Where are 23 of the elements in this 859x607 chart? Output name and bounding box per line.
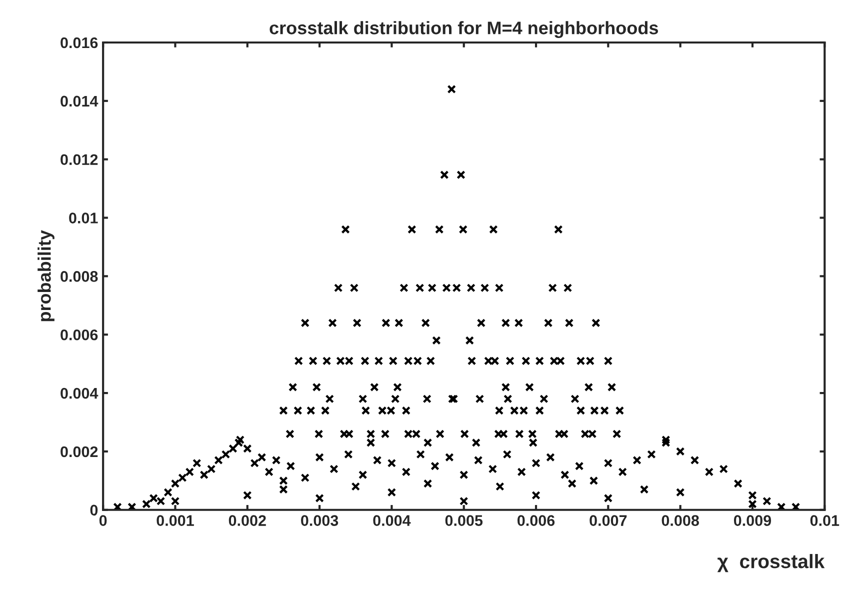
x-tick-label: 0.003 [301, 515, 338, 526]
y-axis-title: probability [38, 230, 54, 322]
x-tick-label: 0.008 [662, 515, 699, 526]
y-tick-label: 0.016 [60, 37, 98, 48]
chart-title: crosstalk distribution for M=4 neighborhoods [270, 21, 658, 38]
y-tick-label: 0.008 [60, 271, 98, 282]
x-tick-label: 0.001 [156, 515, 194, 526]
x-tick-label: 0.007 [590, 515, 627, 526]
x-tick-label: 0 [99, 515, 107, 526]
x-tick-label: 0.01 [810, 515, 840, 526]
y-tick-label: 0.012 [60, 154, 98, 166]
x-tick-label: 0.006 [518, 515, 555, 526]
y-tick-label: 0.006 [60, 329, 98, 340]
y-tick-label: 0.01 [69, 212, 98, 224]
x-tick-label: 0.004 [373, 515, 411, 526]
y-tick-label: 0 [90, 504, 98, 516]
y-tick-label: 0.004 [60, 388, 98, 399]
x-tick-label: 0.009 [734, 515, 772, 526]
x-tick-label: 0.002 [228, 515, 266, 526]
y-tick-label: 0.014 [60, 96, 98, 107]
x-axis-title: χ crosstalk [717, 554, 825, 572]
y-tick-label: 0.002 [60, 446, 98, 458]
x-tick-label: 0.005 [445, 515, 483, 526]
